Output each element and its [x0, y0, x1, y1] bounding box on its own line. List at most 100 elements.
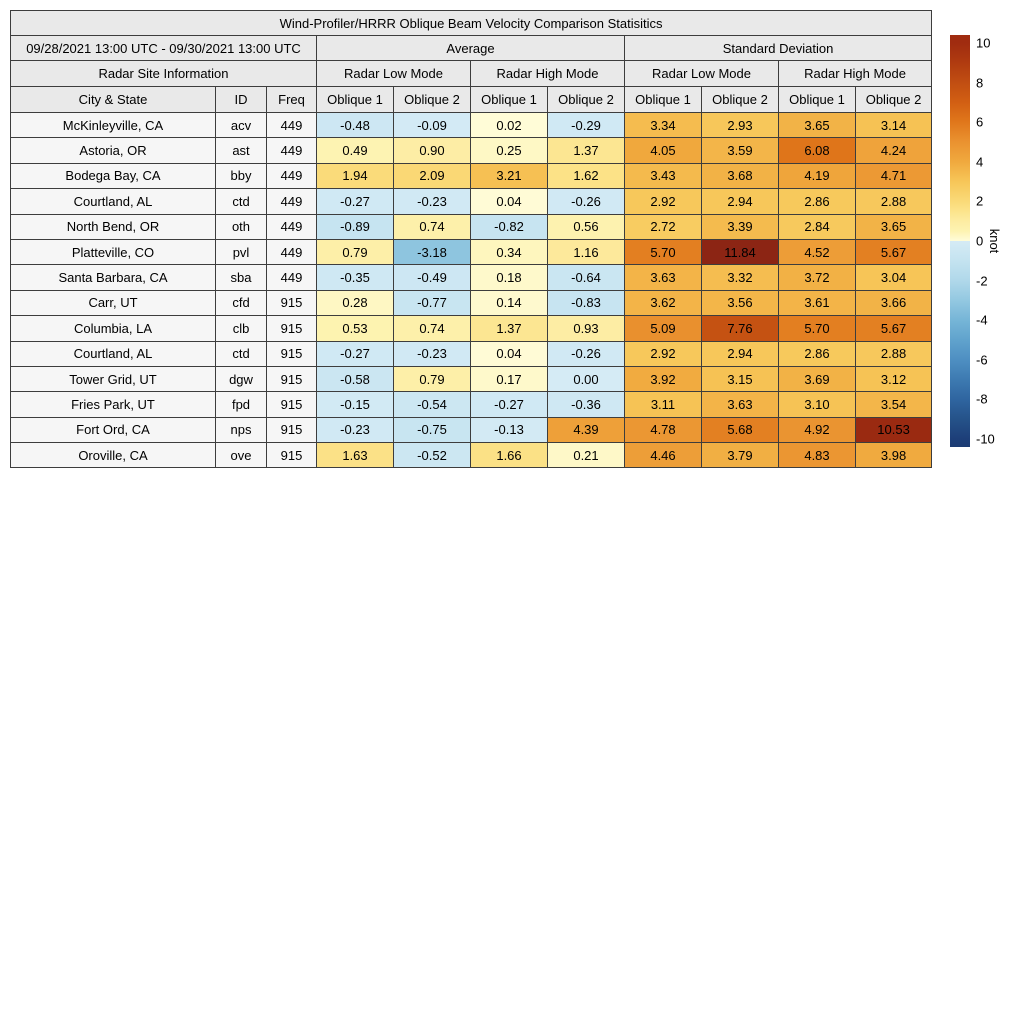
oblique2-column-header: Oblique 2 [547, 86, 625, 113]
value-cell: -0.13 [470, 416, 548, 444]
value-cell: 0.93 [547, 315, 625, 342]
avg-high-mode-header: Radar High Mode [470, 60, 625, 87]
value-cell: 3.68 [701, 162, 779, 190]
value-cell: 1.37 [470, 315, 548, 342]
value-cell: -0.52 [393, 442, 471, 469]
value-cell: 3.98 [854, 442, 933, 469]
freq-cell: 915 [266, 442, 317, 469]
id-column-header: ID [215, 86, 267, 113]
std-dev-group-header: Standard Deviation [623, 35, 933, 61]
value-cell: -0.82 [470, 213, 548, 240]
value-cell: -0.15 [316, 391, 394, 418]
value-cell: 3.10 [778, 391, 856, 418]
station-id-cell: ast [215, 137, 267, 164]
value-cell: -0.35 [316, 264, 394, 291]
value-cell: 3.12 [854, 365, 933, 393]
average-group-header: Average [316, 35, 625, 61]
value-cell: 0.18 [470, 264, 548, 291]
value-cell: -0.77 [393, 289, 471, 317]
value-cell: -0.26 [547, 188, 625, 215]
oblique2-column-header: Oblique 2 [854, 86, 933, 113]
std-high-mode-header: Radar High Mode [777, 60, 933, 87]
station-id-cell: pvl [215, 238, 267, 266]
value-cell: 3.39 [701, 213, 779, 240]
value-cell: 4.05 [624, 137, 702, 164]
value-cell: 2.92 [624, 340, 702, 367]
value-cell: -0.49 [393, 264, 471, 291]
colorbar-tick-label: 8 [976, 75, 984, 91]
value-cell: 0.53 [316, 315, 394, 342]
value-cell: 0.90 [393, 137, 471, 164]
city-cell: Astoria, OR [10, 137, 216, 164]
value-cell: 4.39 [547, 416, 625, 444]
value-cell: -0.89 [316, 213, 394, 240]
freq-cell: 915 [266, 340, 317, 367]
value-cell: -0.23 [316, 416, 394, 444]
freq-cell: 915 [266, 391, 317, 418]
table-row: Fort Ord, CA nps 915 -0.23 -0.75 -0.13 4.39 4.7… [10, 416, 933, 444]
freq-cell: 915 [266, 289, 317, 317]
value-cell: 2.86 [778, 188, 856, 215]
table-row: Platteville, CO pvl 449 0.79 -3.18 0.34 1.16 5.… [10, 238, 933, 266]
value-cell: 3.15 [701, 365, 779, 393]
freq-cell: 449 [266, 213, 317, 240]
value-cell: 5.68 [701, 416, 779, 444]
colorbar [950, 35, 970, 447]
table-title: Wind-Profiler/HRRR Oblique Beam Velocity… [9, 10, 933, 36]
value-cell: 3.56 [701, 289, 779, 317]
freq-cell: 915 [266, 315, 317, 342]
colorbar-tick-label: 6 [976, 114, 984, 130]
value-cell: -0.58 [316, 365, 394, 393]
city-cell: Courtland, AL [10, 188, 216, 215]
value-cell: -0.64 [547, 264, 625, 291]
table-row: Columbia, LA clb 915 0.53 0.74 1.37 0.93 5.09 7.… [10, 315, 933, 342]
station-id-cell: bby [215, 162, 267, 190]
colorbar-tick-label: 4 [976, 154, 984, 170]
colorbar-tick-label: -4 [976, 312, 988, 328]
city-cell: North Bend, OR [10, 213, 216, 240]
value-cell: 3.21 [470, 162, 548, 190]
value-cell: 4.71 [854, 162, 933, 190]
table-row: Oroville, CA ove 915 1.63 -0.52 1.66 0.21 4.46 3… [10, 442, 933, 469]
value-cell: 2.72 [624, 213, 702, 240]
freq-cell: 449 [266, 137, 317, 164]
value-cell: 0.79 [393, 365, 471, 393]
freq-cell: 449 [266, 188, 317, 215]
value-cell: 0.25 [470, 137, 548, 164]
date-range-label: 09/28/2021 13:00 UTC - 09/30/2021 13:00 … [10, 35, 317, 61]
oblique2-column-header: Oblique 2 [701, 86, 779, 113]
station-id-cell: acv [215, 111, 267, 139]
city-cell: Oroville, CA [10, 442, 216, 469]
value-cell: 10.53 [854, 416, 933, 444]
value-cell: 4.24 [854, 137, 933, 164]
group-header-row: 09/28/2021 13:00 UTC - 09/30/2021 13:00 … [10, 35, 933, 61]
freq-cell: 449 [266, 238, 317, 266]
value-cell: 2.88 [854, 340, 933, 367]
freq-cell: 449 [266, 111, 317, 139]
city-cell: Carr, UT [10, 289, 216, 317]
value-cell: 0.74 [393, 315, 471, 342]
value-cell: -0.27 [316, 340, 394, 367]
avg-low-mode-header: Radar Low Mode [316, 60, 471, 87]
freq-cell: 915 [266, 416, 317, 444]
value-cell: 2.94 [701, 188, 779, 215]
table-row: North Bend, OR oth 449 -0.89 0.74 -0.82 0.56 2.… [10, 213, 933, 240]
table-row: Santa Barbara, CA sba 449 -0.35 -0.49 0.18 -0.… [10, 264, 933, 291]
value-cell: -0.23 [393, 340, 471, 367]
value-cell: 6.08 [778, 137, 856, 164]
value-cell: 4.19 [778, 162, 856, 190]
value-cell: 0.00 [547, 365, 625, 393]
value-cell: 3.04 [854, 264, 933, 291]
value-cell: 5.67 [854, 238, 933, 266]
value-cell: 0.04 [470, 188, 548, 215]
value-cell: 1.94 [316, 162, 394, 190]
value-cell: 4.78 [624, 416, 702, 444]
table-row: Bodega Bay, CA bby 449 1.94 2.09 3.21 1.62 3.43… [10, 162, 933, 190]
table-row: McKinleyville, CA acv 449 -0.48 -0.09 0.02 -0.… [10, 111, 933, 139]
city-cell: Columbia, LA [10, 315, 216, 342]
station-id-cell: cfd [215, 289, 267, 317]
city-cell: Santa Barbara, CA [10, 264, 216, 291]
value-cell: 0.79 [316, 238, 394, 266]
colorbar-tick-label: -2 [976, 273, 988, 289]
